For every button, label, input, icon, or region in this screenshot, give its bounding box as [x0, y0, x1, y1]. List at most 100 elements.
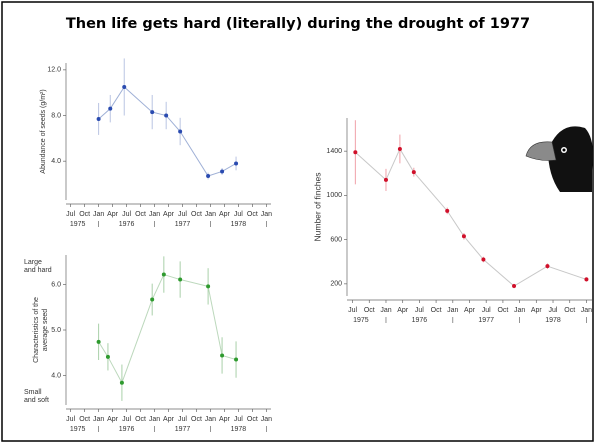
x-tick-label: Apr: [531, 307, 543, 314]
x-tick-label: Jul: [482, 307, 491, 314]
year-label: 1978: [545, 317, 561, 324]
data-point: [178, 278, 182, 282]
data-point: [106, 355, 110, 359]
annotation-line: and hard: [24, 267, 52, 274]
x-tick-label: Jul: [234, 416, 243, 423]
data-point: [178, 130, 182, 134]
annotation-line: and soft: [24, 397, 49, 404]
y-tick-label: 600: [330, 236, 342, 243]
x-tick-label: Apr: [107, 211, 119, 218]
x-tick-label: Oct: [135, 211, 146, 218]
data-point: [462, 234, 466, 238]
x-tick-label: Oct: [79, 416, 90, 423]
y-tick-label: 4.0: [51, 372, 61, 379]
data-point: [97, 340, 101, 344]
year-label: 1978: [231, 221, 247, 228]
y-tick-label: 1000: [326, 192, 342, 199]
x-tick-label: Jan: [205, 211, 216, 218]
data-point: [481, 258, 485, 262]
x-tick-label: Oct: [247, 211, 258, 218]
x-tick-label: Jan: [514, 307, 525, 314]
data-point: [120, 381, 124, 385]
y-tick-label: 1400: [326, 148, 342, 155]
data-point: [412, 170, 416, 174]
slide-title: Then life gets hard (literally) during t…: [66, 16, 530, 32]
annotation-line: Large: [24, 259, 42, 266]
x-tick-label: Jul: [66, 211, 75, 218]
x-tick-label: Apr: [163, 416, 175, 423]
data-point: [445, 209, 449, 213]
data-point: [206, 174, 210, 178]
x-tick-label: Jan: [581, 307, 592, 314]
x-tick-label: Apr: [107, 416, 119, 423]
x-tick-label: Jan: [261, 416, 272, 423]
x-tick-label: Oct: [564, 307, 575, 314]
x-tick-label: Jan: [205, 416, 216, 423]
x-tick-label: Jan: [380, 307, 391, 314]
year-label: 1975: [70, 426, 86, 433]
x-tick-label: Jul: [122, 211, 131, 218]
x-tick-label: Oct: [79, 211, 90, 218]
data-point: [162, 273, 166, 277]
x-tick-label: Apr: [397, 307, 409, 314]
x-tick-label: Apr: [219, 416, 231, 423]
y-tick-label: 8.0: [51, 112, 61, 119]
y-axis-label: average seed: [42, 309, 49, 352]
year-label: 1976: [119, 221, 135, 228]
x-tick-label: Oct: [191, 416, 202, 423]
x-tick-label: Jan: [261, 211, 272, 218]
x-tick-label: Oct: [191, 211, 202, 218]
x-tick-label: Jul: [415, 307, 424, 314]
data-point: [108, 107, 112, 111]
year-label: 1977: [478, 317, 494, 324]
data-point: [398, 147, 402, 151]
y-axis-label: Characteristics of the: [33, 297, 40, 363]
data-point: [150, 110, 154, 114]
slide-frame: [2, 2, 593, 441]
data-point: [384, 178, 388, 182]
x-tick-label: Apr: [464, 307, 476, 314]
data-point: [512, 284, 516, 288]
x-tick-label: Oct: [364, 307, 375, 314]
year-label: 1977: [175, 221, 191, 228]
year-label: 1978: [231, 426, 247, 433]
x-tick-label: Jul: [66, 416, 75, 423]
x-tick-label: Jul: [178, 211, 187, 218]
annotation-line: Small: [24, 389, 42, 396]
data-point: [353, 150, 357, 154]
y-tick-label: 6.0: [51, 281, 61, 288]
x-tick-label: Oct: [497, 307, 508, 314]
data-point: [234, 161, 238, 165]
data-point: [164, 114, 168, 118]
x-tick-label: Apr: [163, 211, 175, 218]
x-tick-label: Oct: [247, 416, 258, 423]
data-point: [234, 358, 238, 362]
year-label: 1976: [412, 317, 428, 324]
data-point: [584, 277, 588, 281]
data-point: [220, 353, 224, 357]
year-label: 1976: [119, 426, 135, 433]
x-tick-label: Jan: [149, 211, 160, 218]
x-tick-label: Jan: [93, 211, 104, 218]
x-tick-label: Jan: [93, 416, 104, 423]
x-tick-label: Jul: [549, 307, 558, 314]
x-tick-label: Apr: [219, 211, 231, 218]
y-axis-label: Abundance of seeds (g/m²): [40, 89, 47, 173]
data-point: [206, 284, 210, 288]
x-tick-label: Oct: [431, 307, 442, 314]
data-point: [220, 169, 224, 173]
data-point: [150, 298, 154, 302]
y-tick-label: 12.0: [47, 67, 61, 74]
y-tick-label: 5.0: [51, 327, 61, 334]
data-point: [545, 264, 549, 268]
finch-pupil: [563, 149, 566, 152]
data-point: [122, 85, 126, 89]
x-tick-label: Jul: [178, 416, 187, 423]
y-tick-label: 4.0: [51, 158, 61, 165]
x-tick-label: Jan: [447, 307, 458, 314]
y-tick-label: 200: [330, 281, 342, 288]
y-axis-label: Number of finches: [312, 173, 322, 242]
slide: Then life gets hard (literally) during t…: [0, 0, 596, 444]
x-tick-label: Jul: [234, 211, 243, 218]
x-tick-label: Oct: [135, 416, 146, 423]
